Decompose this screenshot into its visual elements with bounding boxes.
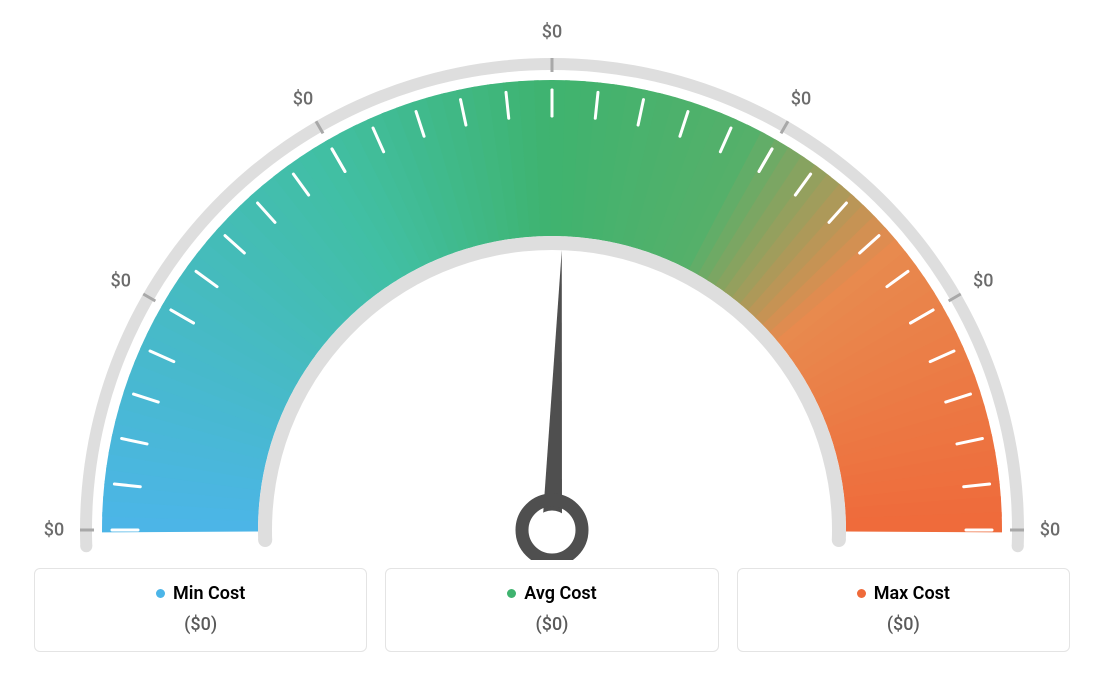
- legend-label: Avg Cost: [524, 583, 596, 604]
- gauge-tick-label: $0: [293, 88, 313, 109]
- gauge-tick-label: $0: [44, 520, 64, 541]
- legend-value: ($0): [396, 614, 707, 635]
- legend-card-max: Max Cost ($0): [737, 568, 1070, 652]
- gauge-tick-label: $0: [791, 88, 811, 109]
- legend-label: Min Cost: [173, 583, 245, 604]
- gauge-chart: $0 $0 $0 $0 $0 $0 $0: [0, 0, 1104, 560]
- dot-icon: [857, 589, 866, 598]
- legend-value: ($0): [45, 614, 356, 635]
- legend-row: Min Cost ($0) Avg Cost ($0) Max Cost ($0…: [0, 568, 1104, 652]
- legend-value: ($0): [748, 614, 1059, 635]
- gauge-tick-label: $0: [1040, 520, 1060, 541]
- gauge-tick-label: $0: [110, 271, 130, 292]
- dot-icon: [507, 589, 516, 598]
- legend-card-avg: Avg Cost ($0): [385, 568, 718, 652]
- legend-label: Max Cost: [874, 583, 950, 604]
- gauge-tick-label: $0: [542, 22, 562, 43]
- legend-title-avg: Avg Cost: [507, 583, 596, 604]
- legend-title-min: Min Cost: [156, 583, 245, 604]
- gauge-svg: [0, 0, 1104, 560]
- legend-card-min: Min Cost ($0): [34, 568, 367, 652]
- dot-icon: [156, 589, 165, 598]
- legend-title-max: Max Cost: [857, 583, 950, 604]
- gauge-tick-label: $0: [973, 271, 993, 292]
